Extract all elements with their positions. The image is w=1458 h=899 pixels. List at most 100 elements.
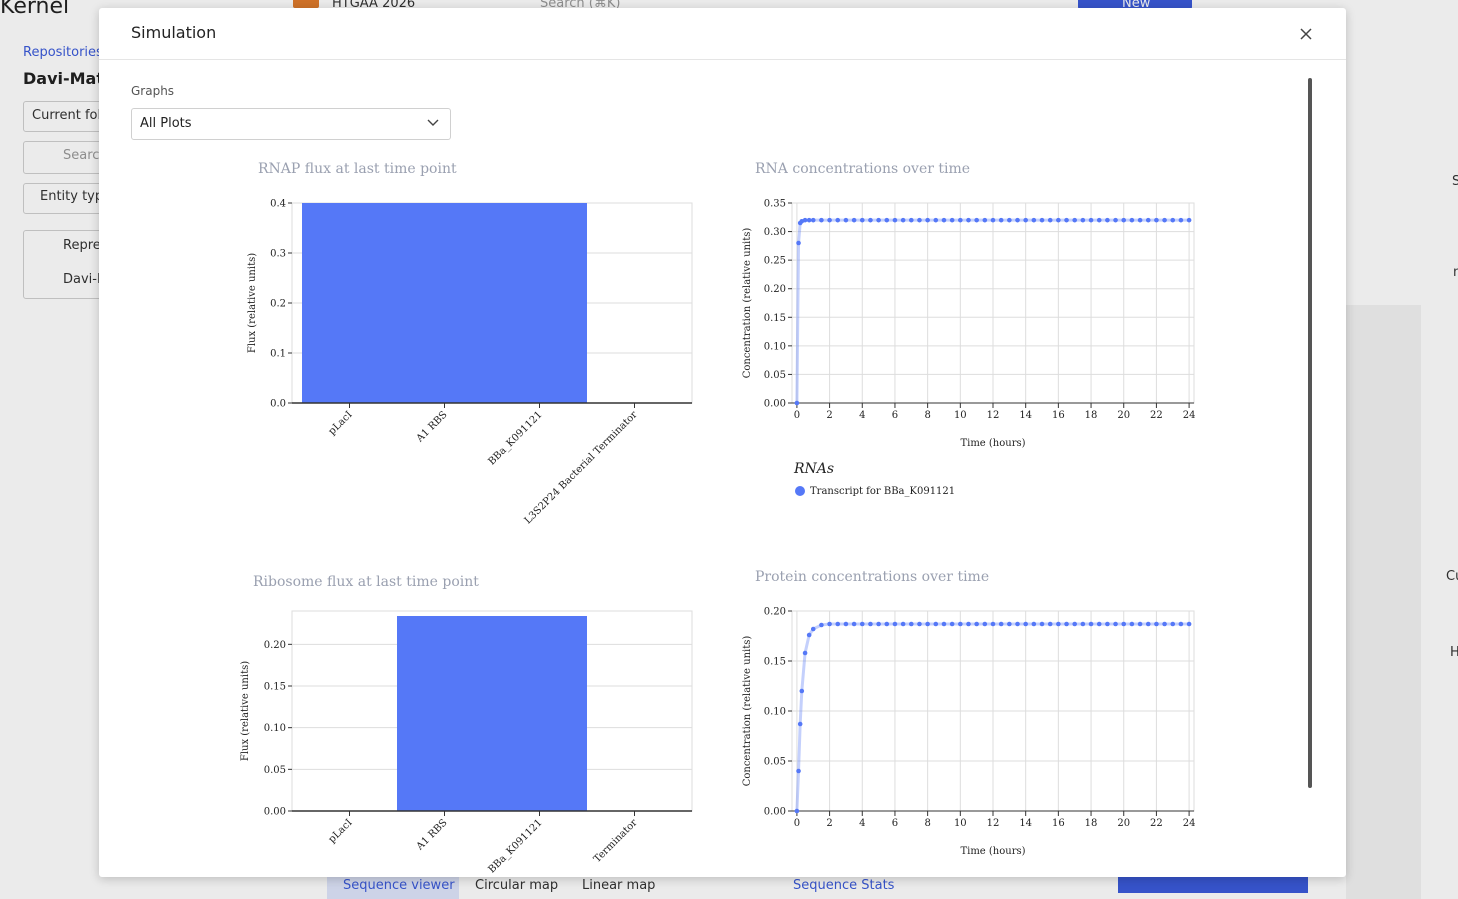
point bbox=[908, 217, 914, 223]
point bbox=[933, 217, 939, 223]
point bbox=[1178, 621, 1184, 627]
entity-filter[interactable]: Entity type bbox=[40, 189, 112, 204]
y-tick-label: 0.25 bbox=[764, 256, 786, 267]
point bbox=[843, 217, 849, 223]
x-tick-label: 14 bbox=[1019, 410, 1032, 421]
item[interactable]: Davi-M bbox=[63, 272, 109, 287]
point bbox=[876, 621, 881, 627]
point bbox=[806, 632, 812, 638]
point bbox=[868, 217, 873, 223]
x-tick-label: A1 RBS bbox=[414, 817, 450, 853]
point bbox=[1080, 621, 1086, 627]
point bbox=[884, 217, 890, 223]
background-panel bbox=[1346, 305, 1421, 899]
item[interactable]: Repre bbox=[63, 238, 101, 253]
y-tick-label: 0.10 bbox=[764, 707, 786, 718]
point bbox=[796, 240, 801, 246]
x-tick-label: 4 bbox=[859, 818, 865, 829]
point bbox=[1154, 217, 1159, 223]
point bbox=[843, 621, 849, 627]
y-tick-label: 0.4 bbox=[270, 199, 286, 210]
scrollbar bbox=[1308, 78, 1312, 788]
x-tick-label: 18 bbox=[1085, 410, 1098, 421]
legend-marker bbox=[795, 486, 805, 496]
point bbox=[1137, 621, 1143, 627]
point bbox=[1039, 621, 1045, 627]
chart-title: Protein concentrations over time bbox=[755, 569, 989, 585]
folder-select[interactable]: Current fol bbox=[32, 108, 102, 123]
point bbox=[900, 621, 906, 627]
tab[interactable]: Circular map bbox=[475, 878, 559, 893]
y-axis-label: Flux (relative units) bbox=[247, 253, 258, 353]
chevron bbox=[427, 119, 439, 126]
search[interactable]: Search (⌘K) bbox=[540, 0, 621, 11]
point bbox=[868, 621, 873, 627]
point bbox=[917, 621, 922, 627]
bar bbox=[492, 616, 587, 811]
breadcrumb[interactable]: Repositories bbox=[23, 45, 103, 60]
new-button[interactable]: New bbox=[1122, 0, 1151, 11]
point bbox=[1170, 217, 1176, 223]
y-tick-label: 0.00 bbox=[764, 399, 786, 410]
x-tick-label: 8 bbox=[924, 410, 930, 421]
point bbox=[1145, 217, 1151, 223]
point bbox=[799, 688, 805, 694]
sidebar-search[interactable]: Search bbox=[63, 148, 108, 163]
x-tick-label: BBa_K091121 bbox=[486, 409, 544, 467]
point bbox=[892, 217, 898, 223]
tab[interactable]: Linear map bbox=[582, 878, 656, 893]
graphs-select[interactable] bbox=[131, 108, 451, 140]
tab-active-bg bbox=[327, 876, 459, 899]
point bbox=[1162, 217, 1167, 223]
point bbox=[1039, 217, 1045, 223]
point bbox=[966, 217, 971, 223]
point bbox=[1015, 217, 1020, 223]
x-tick-label: pLacI bbox=[327, 409, 355, 437]
y-axis-label: Concentration (relative units) bbox=[742, 636, 753, 787]
point bbox=[1056, 621, 1061, 627]
point bbox=[1096, 621, 1102, 627]
x-tick-label: 6 bbox=[892, 410, 898, 421]
point bbox=[982, 217, 988, 223]
x-axis-label: Time (hours) bbox=[960, 846, 1025, 857]
point bbox=[819, 622, 824, 628]
point bbox=[1056, 217, 1061, 223]
y-axis-label: Flux (relative units) bbox=[240, 661, 251, 761]
point bbox=[1047, 217, 1053, 223]
close-button[interactable] bbox=[1299, 27, 1313, 41]
point bbox=[859, 621, 865, 627]
point bbox=[1072, 217, 1078, 223]
background-bar bbox=[1118, 877, 1308, 893]
tab[interactable]: Sequence viewer bbox=[343, 878, 455, 893]
point bbox=[859, 217, 865, 223]
x-tick-label: 2 bbox=[826, 818, 832, 829]
point bbox=[998, 217, 1004, 223]
x-tick-label: 6 bbox=[892, 818, 898, 829]
x-tick-label: 16 bbox=[1052, 410, 1065, 421]
side-label: Cu bbox=[1446, 569, 1458, 584]
y-tick-label: 0.20 bbox=[264, 640, 286, 651]
graphs-label: Graphs bbox=[131, 84, 175, 98]
point bbox=[1007, 217, 1012, 223]
side-label: S bbox=[1452, 174, 1458, 189]
point bbox=[1186, 621, 1192, 627]
point bbox=[949, 217, 955, 223]
x-axis-label: Time (hours) bbox=[960, 438, 1025, 449]
y-tick-label: 0.00 bbox=[264, 807, 286, 818]
point bbox=[941, 621, 947, 627]
repo-name: Davi-Matto bbox=[23, 69, 123, 88]
bar bbox=[302, 203, 397, 403]
point bbox=[1129, 621, 1135, 627]
point bbox=[925, 217, 930, 223]
stats[interactable]: Sequence Stats bbox=[793, 878, 895, 893]
bar bbox=[397, 616, 492, 811]
bar bbox=[397, 203, 492, 403]
point bbox=[794, 808, 800, 814]
x-tick-label: 8 bbox=[924, 818, 930, 829]
point bbox=[1162, 621, 1167, 627]
workspace[interactable]: HTGAA 2026 bbox=[332, 0, 416, 11]
point bbox=[990, 217, 996, 223]
point bbox=[1064, 217, 1069, 223]
point bbox=[1170, 621, 1176, 627]
point bbox=[1113, 621, 1118, 627]
